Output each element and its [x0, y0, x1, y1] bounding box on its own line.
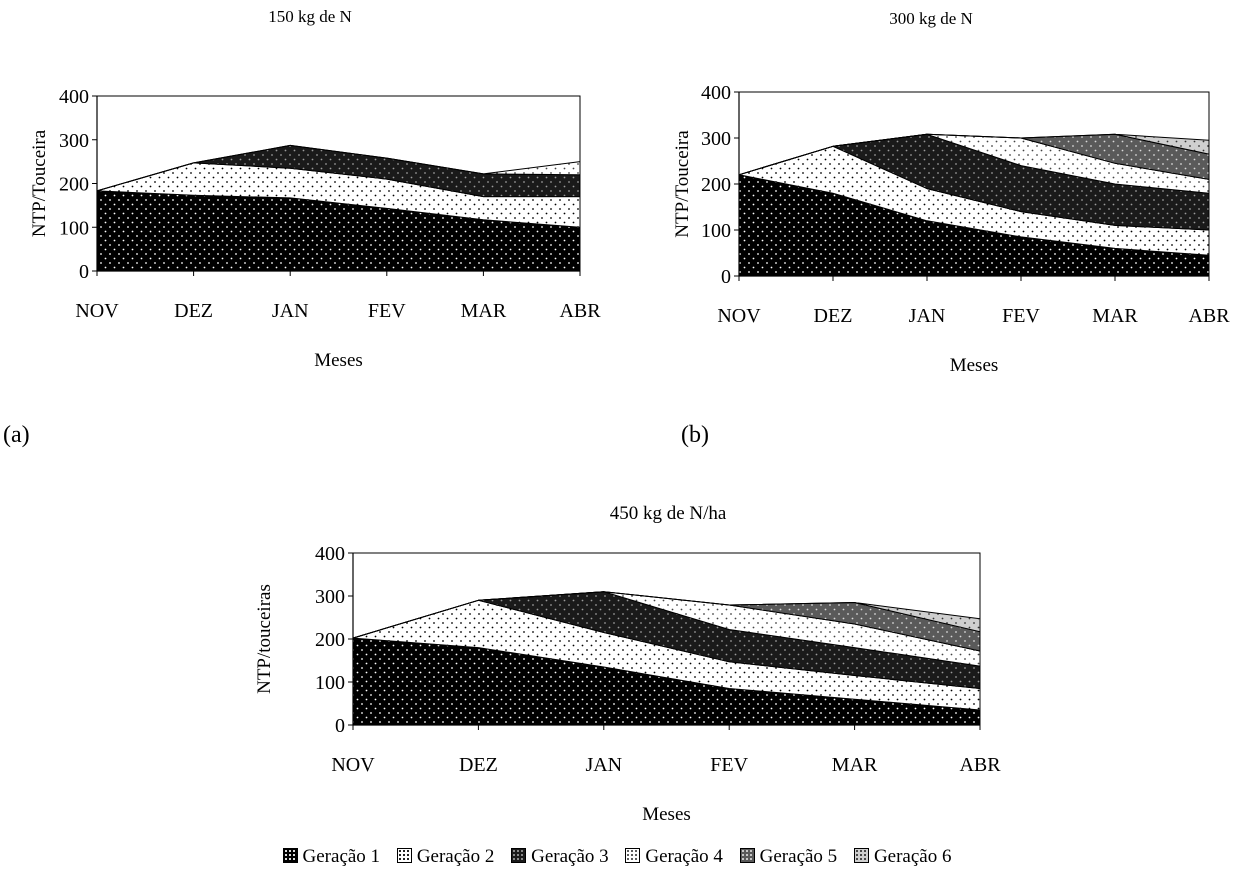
y-tick-label: 0 [721, 266, 731, 288]
x-axis-title: Meses [314, 350, 363, 371]
legend-label: Geração 5 [759, 846, 838, 867]
legend-item-geracao-1: Geração 1 [282, 846, 381, 868]
x-tick-label: FEV [1002, 305, 1040, 327]
chart-2: 0 100 200 300 400 NOV DEZ JAN FEV MAR ABR Meses NTP/… [672, 9, 1230, 376]
legend-swatch [625, 848, 641, 863]
legend: Geração 1 Geração 2 Geração 3 Geração 4 … [0, 846, 1234, 868]
legend-swatch [739, 848, 755, 863]
chart-1: 0 100 200 300 400 NOV DEZ JAN FEV MAR ABR Meses NTP/… [29, 7, 601, 371]
y-tick-label: 300 [701, 128, 731, 150]
chart-title: 300 kg de N [889, 9, 973, 28]
x-tick-label: FEV [368, 300, 406, 322]
legend-item-geracao-4: Geração 4 [625, 846, 723, 868]
x-tick-label: MAR [1092, 305, 1138, 327]
legend-swatch [396, 848, 412, 863]
x-tick-label: NOV [75, 300, 119, 322]
x-tick-label: ABR [1188, 305, 1230, 327]
y-axis-title: NTP/Touceira [672, 130, 693, 238]
x-tick-label: ABR [559, 300, 601, 322]
legend-item-geracao-3: Geração 3 [511, 846, 609, 868]
x-tick-label: JAN [909, 305, 946, 327]
y-tick-label: 300 [59, 130, 89, 152]
legend-label: Geração 4 [645, 846, 723, 867]
y-tick-label: 400 [701, 82, 731, 104]
legend-swatch [282, 848, 298, 863]
x-tick-label: NOV [717, 305, 761, 327]
y-tick-label: 200 [701, 174, 731, 196]
y-tick-label: 300 [315, 586, 345, 608]
panel-b-label: (b) [681, 422, 709, 448]
legend-swatch [853, 848, 869, 863]
x-axis-title: Meses [642, 804, 691, 825]
x-axis-title: Meses [950, 355, 999, 376]
y-tick-label: 100 [315, 672, 345, 694]
y-tick-label: 400 [315, 543, 345, 565]
x-tick-label: NOV [331, 754, 375, 776]
y-tick-label: 100 [701, 220, 731, 242]
legend-swatch [511, 848, 527, 863]
legend-label: Geração 1 [302, 846, 381, 867]
chart-title: 450 kg de N/ha [610, 503, 727, 524]
x-tick-label: JAN [585, 754, 622, 776]
legend-item-geracao-6: Geração 6 [853, 846, 952, 868]
x-tick-label: ABR [959, 754, 1001, 776]
x-tick-label: MAR [461, 300, 507, 322]
y-tick-label: 200 [315, 629, 345, 651]
x-tick-label: MAR [832, 754, 878, 776]
chart-title: 150 kg de N [268, 7, 352, 26]
x-tick-label: DEZ [459, 754, 498, 776]
y-axis-title: NTP/touceiras [254, 584, 275, 694]
y-tick-label: 100 [59, 217, 89, 239]
x-tick-label: DEZ [174, 300, 213, 322]
y-tick-label: 0 [335, 715, 345, 737]
x-tick-label: JAN [272, 300, 309, 322]
panel-a-label: (a) [3, 422, 30, 448]
x-tick-label: FEV [710, 754, 748, 776]
legend-label: Geração 3 [531, 846, 609, 867]
y-tick-label: 200 [59, 174, 89, 196]
legend-label: Geração 6 [873, 846, 952, 867]
y-axis-title: NTP/Touceira [29, 129, 50, 237]
legend-item-geracao-5: Geração 5 [739, 846, 838, 868]
legend-item-geracao-2: Geração 2 [396, 846, 495, 868]
chart-3: 0 100 200 300 400 NOV DEZ JAN FEV MAR ABR Meses NTP/… [254, 503, 1001, 825]
y-tick-label: 400 [59, 86, 89, 108]
y-tick-label: 0 [79, 261, 89, 283]
legend-label: Geração 2 [416, 846, 495, 867]
x-tick-label: DEZ [814, 305, 853, 327]
